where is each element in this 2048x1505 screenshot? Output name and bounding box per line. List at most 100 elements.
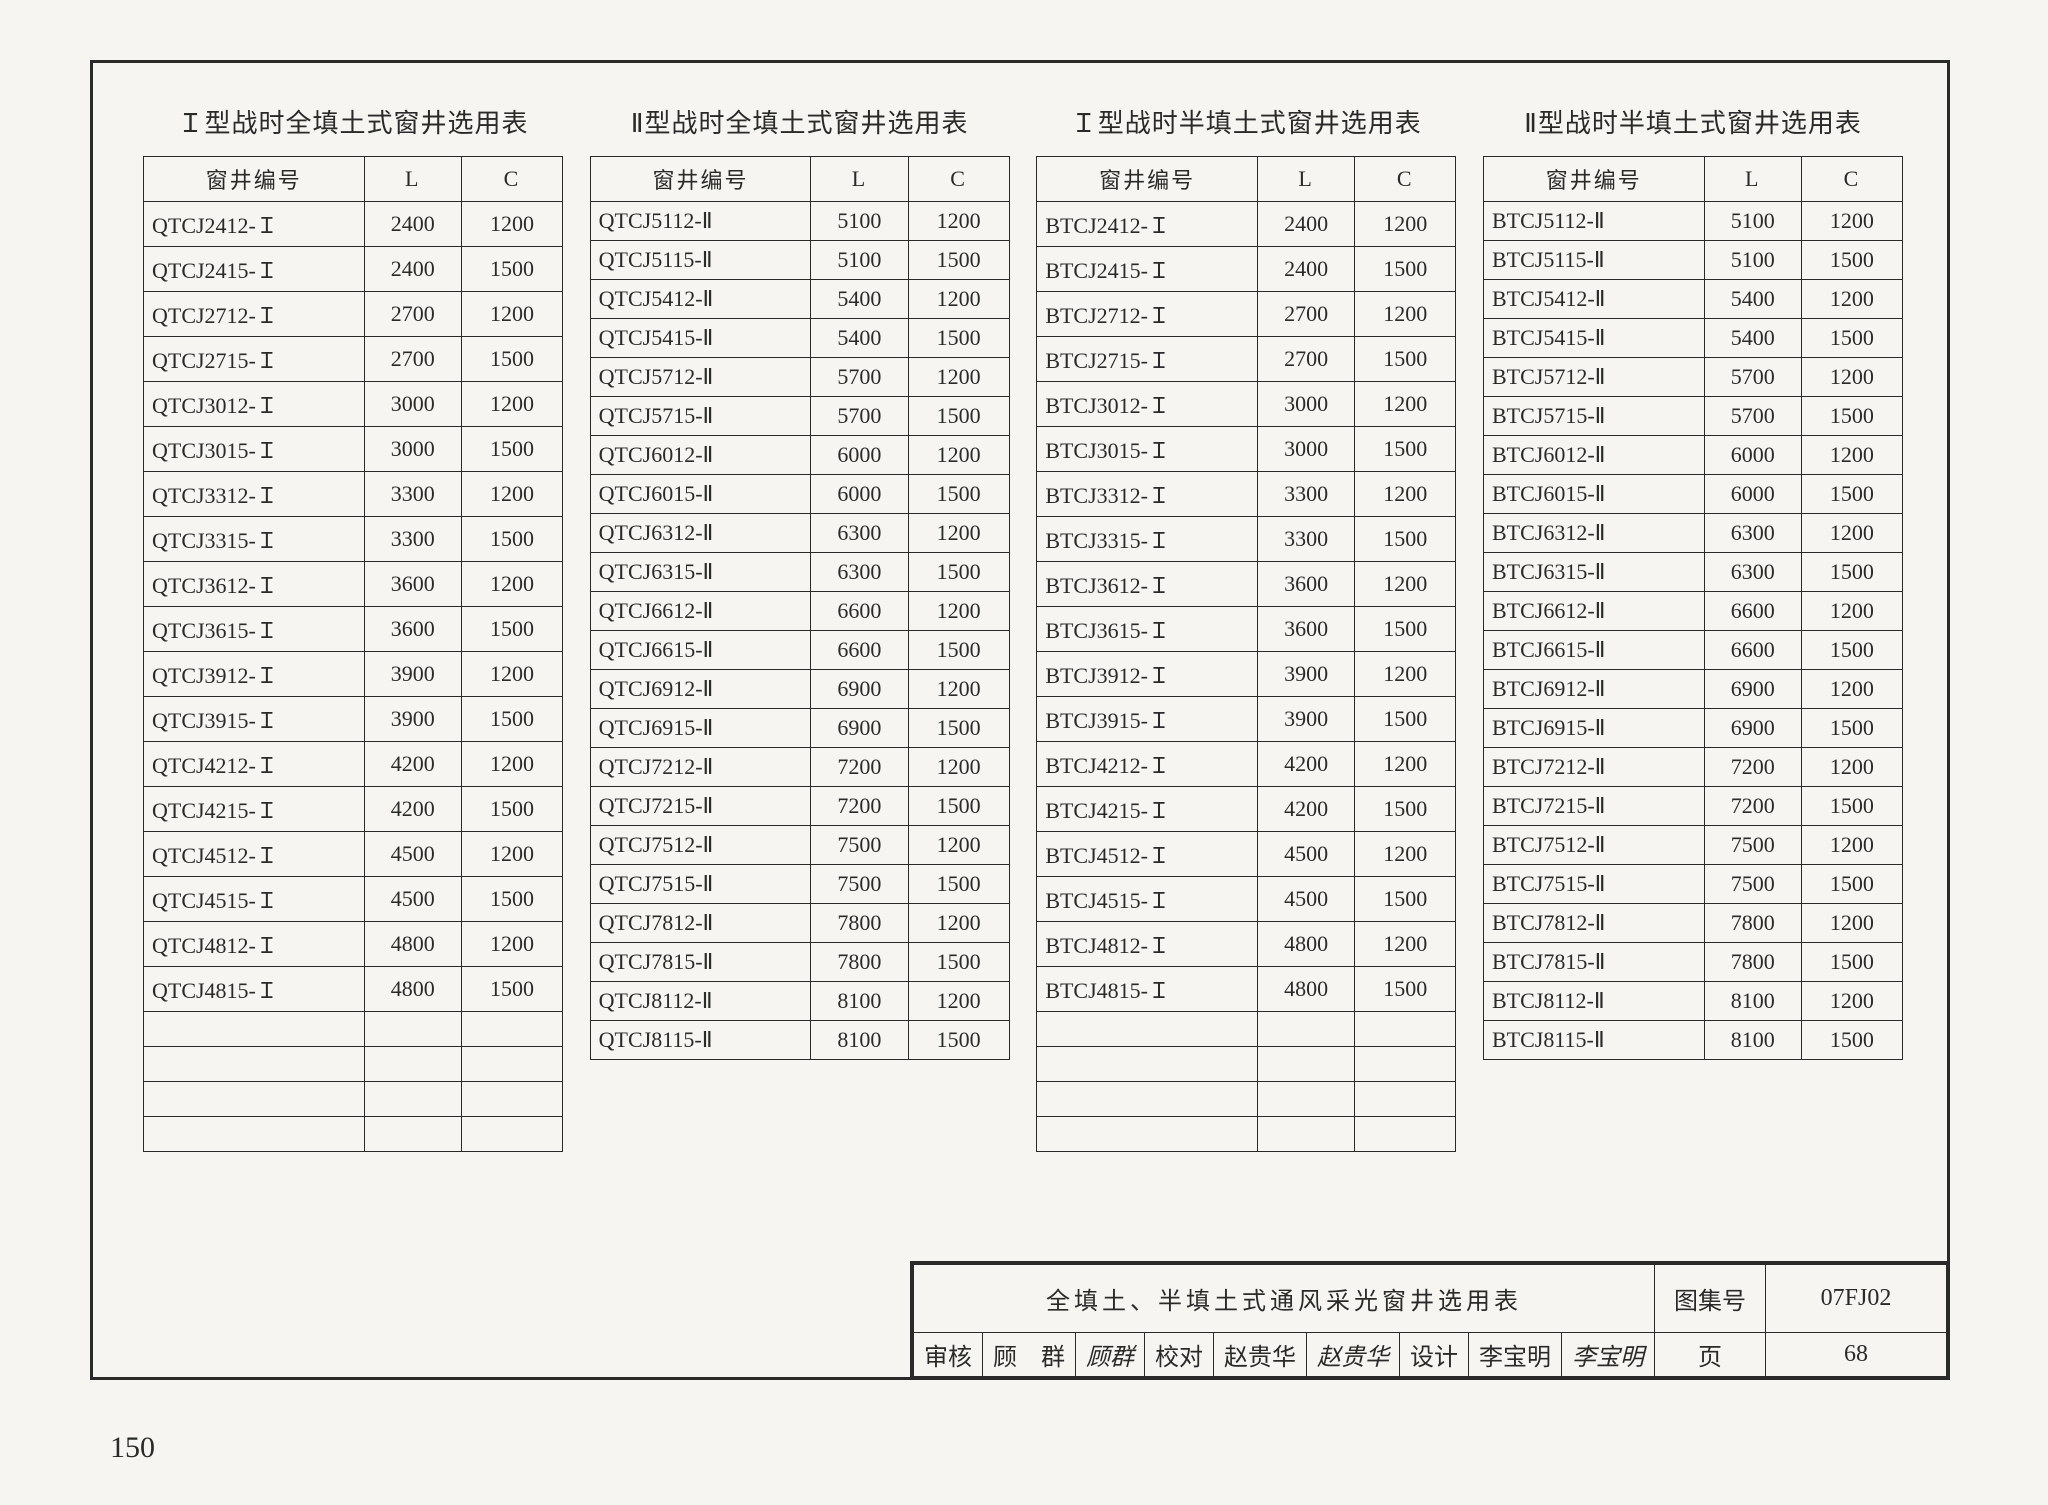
table-row: QTCJ2415-Ｉ24001500 bbox=[144, 247, 563, 292]
cell-C: 1500 bbox=[1801, 319, 1902, 358]
cell-id: BTCJ3615-Ｉ bbox=[1037, 607, 1258, 652]
cell-C: 1200 bbox=[1801, 670, 1902, 709]
cell-L: 4500 bbox=[1257, 832, 1354, 877]
table-row: BTCJ8112-Ⅱ81001200 bbox=[1483, 982, 1902, 1021]
table-row: QTCJ8115-Ⅱ81001500 bbox=[590, 1021, 1009, 1060]
drawing-frame: Ｉ型战时全填土式窗井选用表窗井编号LCQTCJ2412-Ｉ24001200QTC… bbox=[90, 60, 1950, 1380]
table-row: BTCJ4212-Ｉ42001200 bbox=[1037, 742, 1456, 787]
cell-id: BTCJ5715-Ⅱ bbox=[1483, 397, 1704, 436]
cell-L: 6900 bbox=[1704, 670, 1801, 709]
cell-id: QTCJ4212-Ｉ bbox=[144, 742, 365, 787]
cell-C: 1200 bbox=[1801, 982, 1902, 1021]
column-header-id: 窗井编号 bbox=[144, 157, 365, 202]
table-row: BTCJ2412-Ｉ24001200 bbox=[1037, 202, 1456, 247]
table-row: BTCJ3012-Ｉ30001200 bbox=[1037, 382, 1456, 427]
cell-C: 1200 bbox=[1355, 742, 1456, 787]
cell-id: BTCJ3912-Ｉ bbox=[1037, 652, 1258, 697]
table-row bbox=[144, 1012, 563, 1047]
cell-L bbox=[364, 1082, 461, 1117]
table-row bbox=[144, 1082, 563, 1117]
cell-L: 2400 bbox=[1257, 247, 1354, 292]
cell-L: 5100 bbox=[811, 202, 908, 241]
table-row: BTCJ2415-Ｉ24001500 bbox=[1037, 247, 1456, 292]
selection-table-title: Ⅱ型战时全填土式窗井选用表 bbox=[590, 103, 1010, 140]
table-row bbox=[144, 1047, 563, 1082]
check-name: 赵贵华 bbox=[1214, 1333, 1307, 1377]
table-row: QTCJ7815-Ⅱ78001500 bbox=[590, 943, 1009, 982]
cell-L: 8100 bbox=[1704, 1021, 1801, 1060]
cell-id: QTCJ3612-Ｉ bbox=[144, 562, 365, 607]
cell-L: 3900 bbox=[1257, 697, 1354, 742]
cell-C: 1500 bbox=[1355, 697, 1456, 742]
table-row: BTCJ2712-Ｉ27001200 bbox=[1037, 292, 1456, 337]
cell-L: 2700 bbox=[1257, 292, 1354, 337]
cell-id: QTCJ7515-Ⅱ bbox=[590, 865, 811, 904]
selection-table: 窗井编号LCQTCJ5112-Ⅱ51001200QTCJ5115-Ⅱ510015… bbox=[590, 156, 1010, 1060]
cell-C bbox=[1355, 1047, 1456, 1082]
cell-id: BTCJ7812-Ⅱ bbox=[1483, 904, 1704, 943]
design-name: 李宝明 bbox=[1469, 1333, 1562, 1377]
cell-L: 4800 bbox=[364, 922, 461, 967]
cell-C: 1200 bbox=[461, 922, 562, 967]
cell-id: BTCJ6012-Ⅱ bbox=[1483, 436, 1704, 475]
table-row: QTCJ6912-Ⅱ69001200 bbox=[590, 670, 1009, 709]
cell-id: QTCJ3912-Ｉ bbox=[144, 652, 365, 697]
cell-L: 5700 bbox=[1704, 358, 1801, 397]
cell-id: BTCJ7815-Ⅱ bbox=[1483, 943, 1704, 982]
cell-id: BTCJ6315-Ⅱ bbox=[1483, 553, 1704, 592]
cell-id: BTCJ4212-Ｉ bbox=[1037, 742, 1258, 787]
cell-id: BTCJ3312-Ｉ bbox=[1037, 472, 1258, 517]
table-row: QTCJ7515-Ⅱ75001500 bbox=[590, 865, 1009, 904]
cell-id: QTCJ7212-Ⅱ bbox=[590, 748, 811, 787]
table-row: BTCJ6915-Ⅱ69001500 bbox=[1483, 709, 1902, 748]
table-row: QTCJ6615-Ⅱ66001500 bbox=[590, 631, 1009, 670]
cell-C: 1200 bbox=[1355, 472, 1456, 517]
column-header-id: 窗井编号 bbox=[1483, 157, 1704, 202]
cell-L: 5400 bbox=[811, 319, 908, 358]
cell-L: 8100 bbox=[1704, 982, 1801, 1021]
cell-L: 6300 bbox=[811, 514, 908, 553]
cell-C: 1200 bbox=[1801, 280, 1902, 319]
cell-id: BTCJ4512-Ｉ bbox=[1037, 832, 1258, 877]
cell-L: 6000 bbox=[811, 475, 908, 514]
table-row: QTCJ7512-Ⅱ75001200 bbox=[590, 826, 1009, 865]
cell-L: 4200 bbox=[364, 787, 461, 832]
cell-L: 3300 bbox=[364, 517, 461, 562]
table-row: BTCJ3315-Ｉ33001500 bbox=[1037, 517, 1456, 562]
cell-C: 1200 bbox=[461, 652, 562, 697]
cell-C: 1200 bbox=[1355, 202, 1456, 247]
check-label: 校对 bbox=[1145, 1333, 1214, 1377]
cell-C: 1500 bbox=[908, 865, 1009, 904]
cell-C: 1200 bbox=[1801, 202, 1902, 241]
cell-L: 6300 bbox=[811, 553, 908, 592]
cell-L: 3600 bbox=[364, 562, 461, 607]
table-row: BTCJ3015-Ｉ30001500 bbox=[1037, 427, 1456, 472]
cell-C: 1500 bbox=[1355, 427, 1456, 472]
table-row: BTCJ2715-Ｉ27001500 bbox=[1037, 337, 1456, 382]
cell-L: 4500 bbox=[1257, 877, 1354, 922]
table-row: BTCJ4815-Ｉ48001500 bbox=[1037, 967, 1456, 1012]
cell-C: 1500 bbox=[461, 877, 562, 922]
cell-id: QTCJ5415-Ⅱ bbox=[590, 319, 811, 358]
table-row: BTCJ7815-Ⅱ78001500 bbox=[1483, 943, 1902, 982]
cell-L: 8100 bbox=[811, 982, 908, 1021]
table-row: BTCJ5412-Ⅱ54001200 bbox=[1483, 280, 1902, 319]
review-name: 顾 群 bbox=[983, 1333, 1076, 1377]
cell-C: 1200 bbox=[461, 292, 562, 337]
table-row: QTCJ5115-Ⅱ51001500 bbox=[590, 241, 1009, 280]
table-row: BTCJ7215-Ⅱ72001500 bbox=[1483, 787, 1902, 826]
cell-L: 4200 bbox=[1257, 787, 1354, 832]
cell-L: 3300 bbox=[1257, 472, 1354, 517]
cell-id: BTCJ7215-Ⅱ bbox=[1483, 787, 1704, 826]
cell-C: 1500 bbox=[1801, 553, 1902, 592]
table-row: QTCJ4212-Ｉ42001200 bbox=[144, 742, 563, 787]
cell-C: 1200 bbox=[908, 202, 1009, 241]
table-row: BTCJ4515-Ｉ45001500 bbox=[1037, 877, 1456, 922]
table-row: QTCJ4512-Ｉ45001200 bbox=[144, 832, 563, 877]
cell-id: QTCJ7812-Ⅱ bbox=[590, 904, 811, 943]
selection-table: 窗井编号LCQTCJ2412-Ｉ24001200QTCJ2415-Ｉ240015… bbox=[143, 156, 563, 1152]
table-row: BTCJ6912-Ⅱ69001200 bbox=[1483, 670, 1902, 709]
cell-C: 1500 bbox=[461, 607, 562, 652]
cell-C: 1200 bbox=[1355, 562, 1456, 607]
cell-C: 1500 bbox=[908, 475, 1009, 514]
